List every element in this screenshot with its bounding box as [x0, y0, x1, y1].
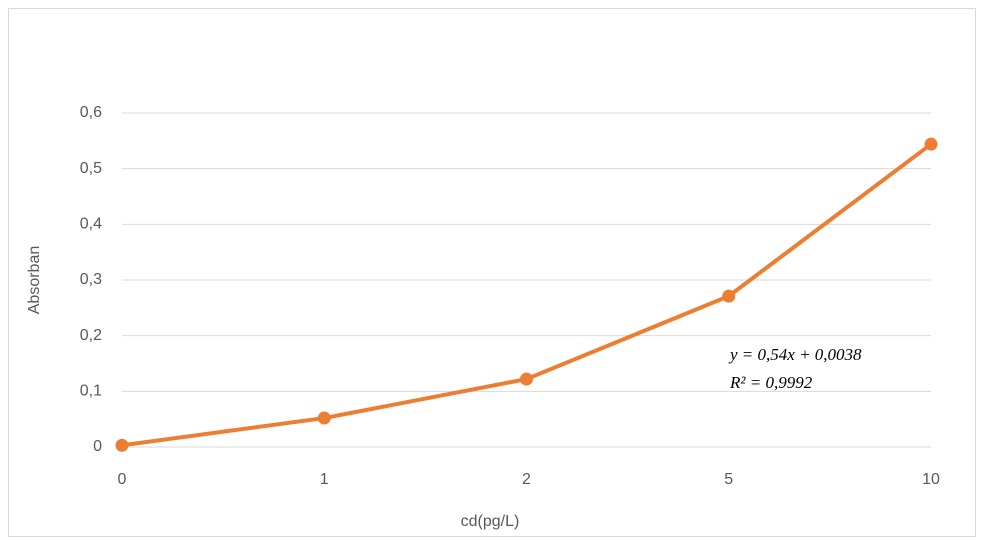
- data-point: [115, 438, 129, 452]
- y-tick-label: 0,2: [80, 327, 102, 344]
- y-tick-label: 0,4: [80, 216, 102, 233]
- x-axis-label: cd(pg/L): [461, 513, 520, 530]
- x-tick-label: 2: [522, 471, 531, 488]
- annotation: y = 0,54x + 0,0038: [728, 345, 862, 364]
- x-tick-label: 10: [922, 471, 940, 488]
- y-tick-label: 0,5: [80, 160, 102, 177]
- x-tick-label: 0: [118, 471, 127, 488]
- data-point: [520, 372, 533, 386]
- y-axis-label: Absorban: [26, 246, 43, 315]
- y-tick-label: 0,3: [80, 271, 102, 288]
- data-point: [722, 289, 736, 303]
- data-point: [924, 137, 938, 151]
- y-tick-label: 0: [93, 438, 102, 455]
- x-tick-label: 5: [724, 471, 733, 488]
- chart-border: [8, 8, 976, 537]
- y-tick-label: 0,1: [80, 383, 102, 400]
- y-tick-label: 0,6: [80, 104, 102, 121]
- annotation: R² = 0,9992: [729, 373, 813, 392]
- x-tick-label: 1: [320, 471, 329, 488]
- data-point: [317, 411, 331, 425]
